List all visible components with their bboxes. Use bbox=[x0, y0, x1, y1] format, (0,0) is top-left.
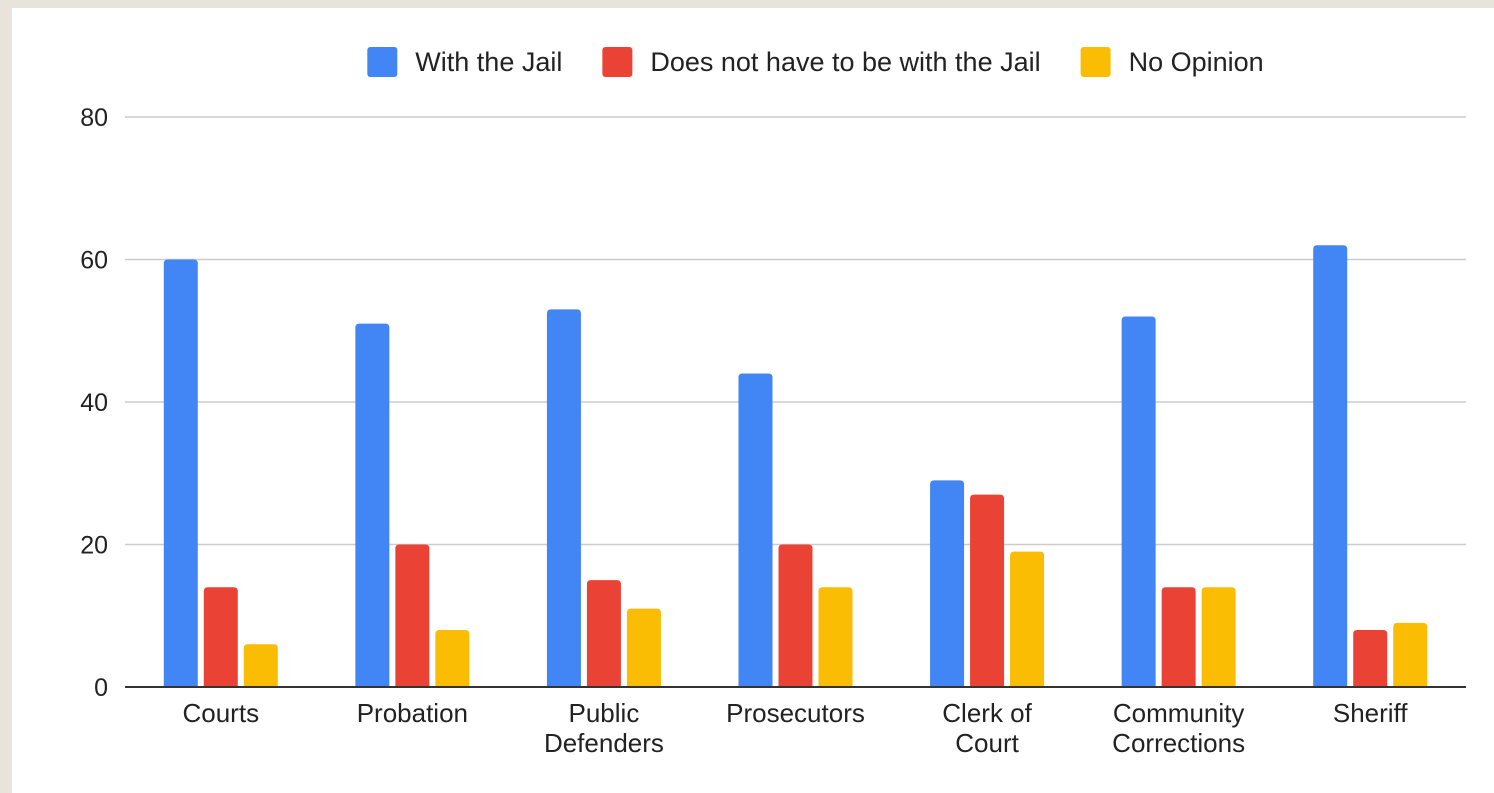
y-tick-label: 20 bbox=[80, 532, 108, 560]
bar bbox=[1393, 622, 1428, 687]
y-tick-label: 0 bbox=[94, 674, 108, 702]
bar bbox=[546, 309, 581, 687]
y-axis-ticks: 0 20 40 60 80 bbox=[80, 104, 108, 702]
legend-swatch bbox=[1080, 47, 1111, 77]
y-tick-label: 80 bbox=[80, 104, 108, 132]
x-category-label: Prosecutors bbox=[726, 698, 865, 728]
legend: With the Jail Does not have to be with th… bbox=[367, 47, 1264, 77]
bar bbox=[435, 630, 470, 687]
bars bbox=[163, 245, 1428, 687]
bar bbox=[970, 494, 1005, 687]
x-category-label: Court bbox=[955, 728, 1019, 758]
bar bbox=[163, 259, 198, 687]
bar bbox=[1161, 587, 1196, 687]
x-category-label: Sheriff bbox=[1333, 698, 1408, 728]
bar bbox=[355, 323, 390, 687]
bar bbox=[1010, 551, 1045, 687]
bar bbox=[626, 608, 661, 687]
x-category-label: Probation bbox=[357, 698, 468, 728]
bar bbox=[930, 480, 965, 687]
legend-label: Does not have to be with the Jail bbox=[650, 47, 1040, 77]
bar bbox=[1121, 316, 1156, 687]
x-category-label: Corrections bbox=[1112, 728, 1245, 758]
gridlines bbox=[125, 116, 1466, 546]
bar bbox=[778, 544, 813, 687]
x-category-label: Community bbox=[1113, 698, 1244, 728]
bar bbox=[395, 544, 430, 687]
bar bbox=[243, 644, 278, 687]
y-tick-label: 60 bbox=[80, 247, 108, 275]
bar bbox=[1313, 245, 1348, 687]
bar bbox=[738, 373, 773, 687]
bar bbox=[203, 587, 238, 687]
x-category-label: Courts bbox=[182, 698, 259, 728]
bar bbox=[1353, 630, 1388, 687]
legend-label: With the Jail bbox=[415, 47, 562, 77]
bar bbox=[818, 587, 853, 687]
x-category-label: Defenders bbox=[544, 728, 664, 758]
legend-label: No Opinion bbox=[1129, 47, 1264, 77]
x-category-label: Clerk of bbox=[942, 698, 1032, 728]
legend-swatch bbox=[367, 47, 398, 77]
x-category-label: Public bbox=[569, 698, 640, 728]
y-tick-label: 40 bbox=[80, 389, 108, 417]
legend-swatch bbox=[602, 47, 633, 77]
bar bbox=[1201, 587, 1236, 687]
bar bbox=[586, 580, 621, 687]
